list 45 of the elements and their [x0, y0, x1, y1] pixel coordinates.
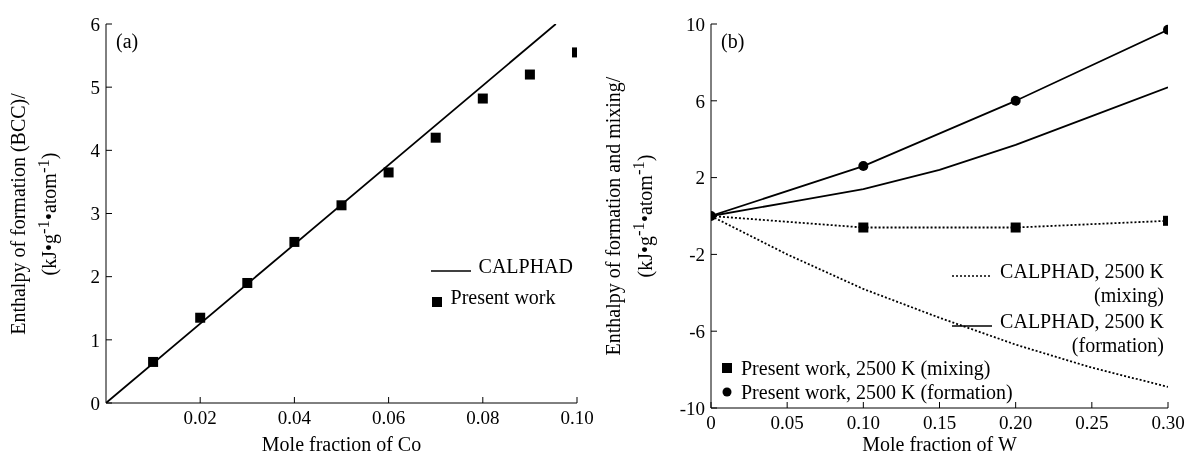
x-tick-label: 0.08	[466, 407, 500, 429]
legend-label: CALPHAD, 2500 K (mixing)	[1000, 259, 1164, 307]
y-tick-label: 0	[90, 392, 100, 414]
legend-label: CALPHAD	[478, 254, 573, 278]
point	[477, 93, 488, 104]
point	[524, 69, 535, 80]
y-tick-label: 10	[686, 13, 705, 35]
point	[148, 356, 159, 367]
legend-label: Present work	[450, 285, 556, 309]
x-tick-label: 0.10	[560, 407, 594, 429]
x-tick-label: 0.30	[1151, 412, 1185, 434]
y-tick-label: 3	[90, 203, 100, 225]
point	[242, 277, 253, 288]
annotation: (b)	[721, 30, 745, 53]
point	[336, 200, 347, 211]
point	[430, 132, 441, 143]
y-tick-label: -10	[679, 397, 705, 419]
y-tick-label: 4	[90, 140, 101, 162]
point	[383, 167, 394, 178]
y-tick-label: 2	[695, 167, 705, 189]
x-tick-label: 0.05	[770, 412, 804, 434]
y-tick-label: 5	[90, 76, 100, 98]
legend-label: CALPHAD, 2500 K (formation)	[1000, 309, 1164, 357]
legend-label: Present work, 2500 K (mixing)	[741, 356, 991, 380]
point	[858, 222, 869, 233]
y-tick-label: -6	[689, 320, 705, 342]
x-tick-label: 0.25	[1075, 412, 1109, 434]
x-tick-label: 0.15	[922, 412, 957, 434]
x-tick-label: 0.02	[183, 407, 217, 429]
annotation: (a)	[116, 30, 139, 53]
point	[195, 312, 206, 323]
y-tick-label: -2	[689, 244, 705, 266]
y-tick-label: 6	[90, 13, 100, 35]
point	[289, 236, 300, 247]
x-axis-title: Mole fraction of Co	[260, 433, 423, 456]
x-tick-label: 0.04	[277, 407, 312, 429]
x-tick-label: 0.06	[371, 407, 406, 429]
legend-label: Present work, 2500 K (formation)	[741, 380, 1013, 404]
point	[1010, 222, 1021, 233]
x-tick-label: 0.20	[999, 412, 1033, 434]
y-tick-label: 6	[695, 90, 705, 112]
x-axis-title: Mole fraction of W	[861, 433, 1018, 456]
x-tick-label: 0.10	[846, 412, 880, 434]
y-tick-label: 2	[90, 266, 100, 288]
y-tick-label: 1	[90, 329, 100, 351]
